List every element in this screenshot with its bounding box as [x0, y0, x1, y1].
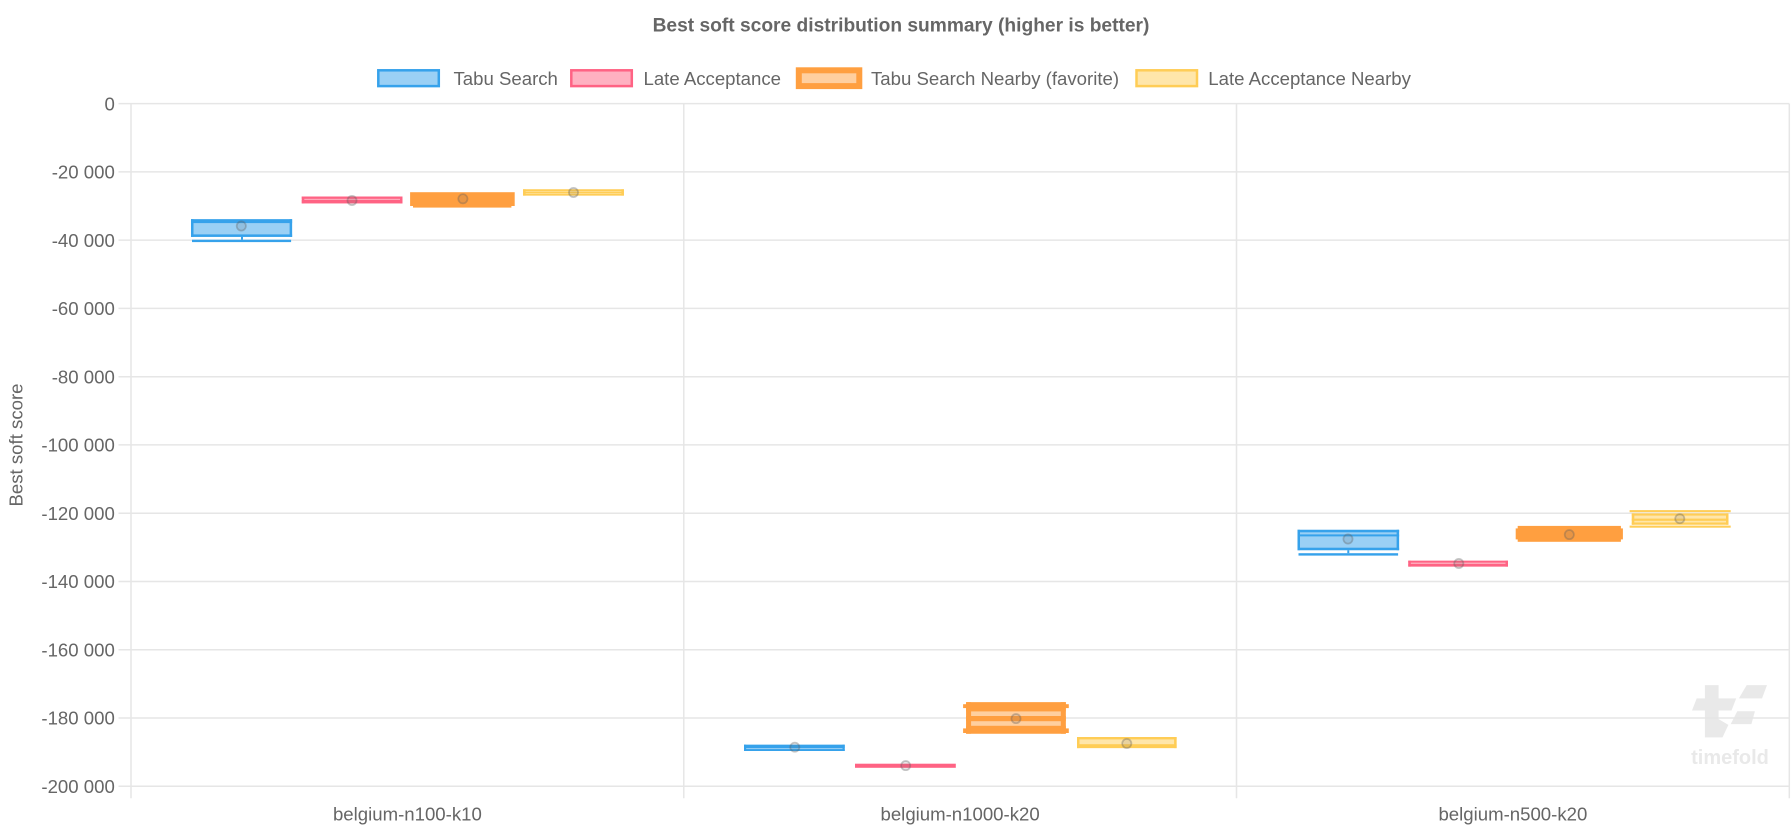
svg-text:Late Acceptance Nearby: Late Acceptance Nearby — [1208, 68, 1411, 89]
svg-text:-160 000: -160 000 — [41, 640, 114, 661]
svg-text:-60 000: -60 000 — [52, 298, 115, 319]
svg-text:-120 000: -120 000 — [41, 503, 114, 524]
svg-text:Late Acceptance: Late Acceptance — [644, 68, 782, 89]
svg-text:-80 000: -80 000 — [52, 366, 115, 387]
svg-text:0: 0 — [104, 93, 114, 114]
svg-text:-100 000: -100 000 — [41, 435, 114, 456]
svg-text:belgium-n100-k10: belgium-n100-k10 — [333, 803, 482, 824]
svg-text:Tabu Search: Tabu Search — [454, 68, 558, 89]
svg-text:belgium-n1000-k20: belgium-n1000-k20 — [881, 803, 1040, 824]
svg-text:-140 000: -140 000 — [41, 571, 114, 592]
svg-text:-20 000: -20 000 — [52, 162, 115, 183]
svg-text:belgium-n500-k20: belgium-n500-k20 — [1438, 803, 1587, 824]
svg-text:Best soft score: Best soft score — [6, 384, 27, 507]
svg-text:timefold: timefold — [1691, 747, 1769, 769]
svg-text:Best soft score distribution s: Best soft score distribution summary (hi… — [653, 15, 1150, 36]
svg-text:-180 000: -180 000 — [41, 708, 114, 729]
svg-text:Tabu Search Nearby (favorite): Tabu Search Nearby (favorite) — [871, 68, 1119, 89]
svg-text:-40 000: -40 000 — [52, 230, 115, 251]
svg-text:-200 000: -200 000 — [41, 776, 114, 797]
